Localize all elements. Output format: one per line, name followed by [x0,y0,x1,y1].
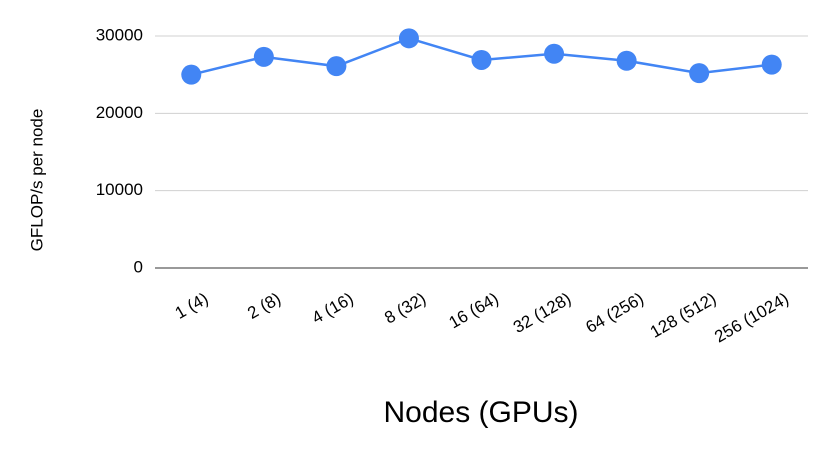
x-tick-label: 256 (1024) [711,289,792,347]
data-point [544,43,565,64]
data-point [326,56,347,77]
y-tick-label: 20000 [96,103,143,122]
x-tick-label: 64 (256) [583,289,647,337]
data-point [471,49,492,70]
y-tick-label: 0 [134,257,143,276]
x-tick-label: 128 (512) [647,289,720,342]
x-tick-label: 4 (16) [309,289,357,328]
y-axis-title: GFLOP/s per node [27,109,46,252]
data-point [181,64,202,85]
data-point [253,46,274,67]
x-tick-label: 8 (32) [381,289,429,328]
data-point [689,63,710,84]
data-point [398,28,419,49]
y-tick-label: 30000 [96,25,143,44]
x-tick-label: 16 (64) [446,289,502,332]
x-tick-label: 1 (4) [172,289,212,323]
y-tick-label: 10000 [96,180,143,199]
data-point [761,54,782,75]
x-axis-title: Nodes (GPUs) [383,396,578,429]
data-point [616,50,637,71]
x-tick-label: 2 (8) [244,289,284,323]
x-tick-label: 32 (128) [510,289,574,337]
